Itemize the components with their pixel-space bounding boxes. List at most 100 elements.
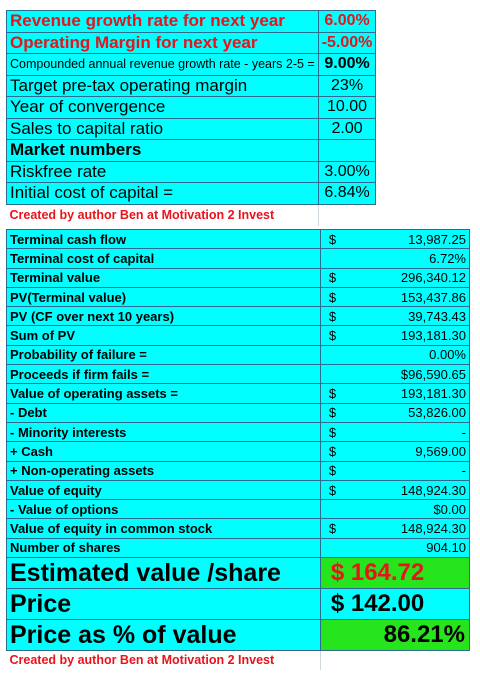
result-row: Sum of PV $193,181.30	[6, 325, 471, 346]
result-value[interactable]: $96,590.65	[360, 364, 471, 385]
assumption-label: Riskfree rate	[6, 160, 319, 183]
currency-symbol	[319, 537, 361, 559]
result-row: PV (CF over next 10 years) $39,743.43	[6, 306, 471, 327]
result-row: - Minority interests $ -	[6, 421, 471, 443]
result-value[interactable]: 153,437.86	[360, 286, 471, 308]
price-label: Price	[6, 588, 321, 621]
result-value[interactable]: 53,826.00	[360, 402, 471, 423]
result-label: Value of equity	[6, 479, 321, 501]
assumption-value-cell[interactable]: 2.00	[317, 117, 377, 140]
result-value[interactable]: 296,340.12	[360, 267, 471, 288]
currency-symbol: $	[319, 421, 361, 443]
estimated-value-value[interactable]: $ 164.72	[319, 557, 471, 590]
assumption-label: Compounded annual revenue growth rate - …	[6, 53, 319, 76]
currency-symbol: $	[319, 286, 361, 308]
result-value[interactable]: 148,924.30	[360, 479, 471, 501]
result-value[interactable]: -	[360, 460, 471, 481]
assumption-row: Year of convergence 10.00	[6, 96, 377, 119]
author-credit-bottom: Created by author Ben at Motivation 2 In…	[6, 650, 321, 670]
assumption-value-cell[interactable]: 23%	[317, 74, 377, 97]
result-row: - Value of options $0.00	[6, 499, 471, 520]
currency-symbol	[319, 499, 361, 520]
price-row: Price $ 142.00	[6, 588, 471, 621]
assumption-value-cell[interactable]: 6.00%	[317, 10, 377, 33]
result-value[interactable]: 13,987.25	[360, 228, 471, 250]
result-label: Terminal value	[6, 267, 321, 288]
result-value[interactable]: 193,181.30	[360, 325, 471, 346]
assumption-row: Sales to capital ratio 2.00	[6, 117, 377, 140]
assumption-value-cell[interactable]: 9.00%	[317, 53, 377, 76]
currency-symbol: $	[319, 383, 361, 404]
result-value[interactable]: 148,924.30	[360, 518, 471, 539]
result-value[interactable]: 0.00%	[360, 344, 471, 366]
result-row: Value of equity in common stock $148,924.…	[6, 518, 471, 539]
valuation-table: Terminal cash flow $13,987.25 Terminal cos…	[6, 228, 471, 670]
price-value[interactable]: $ 142.00	[319, 588, 471, 621]
result-label: Terminal cash flow	[6, 228, 321, 250]
result-value[interactable]: $0.00	[360, 499, 471, 520]
result-value[interactable]: 6.72%	[360, 248, 471, 269]
currency-symbol: $	[319, 325, 361, 346]
currency-symbol: $	[319, 306, 361, 327]
result-label: Value of operating assets =	[6, 383, 321, 404]
result-value[interactable]: 193,181.30	[360, 383, 471, 404]
assumption-row: Initial cost of capital = 6.84%	[6, 182, 377, 205]
result-label: + Non-operating assets	[6, 460, 321, 481]
currency-symbol: $	[319, 460, 361, 481]
result-row: - Debt $53,826.00	[6, 402, 471, 423]
assumption-label: Target pre-tax operating margin	[6, 74, 319, 97]
assumption-row: Compounded annual revenue growth rate - …	[6, 53, 377, 76]
result-value[interactable]: 39,743.43	[360, 306, 471, 327]
assumption-row: Target pre-tax operating margin 23%	[6, 74, 377, 97]
currency-symbol: $	[319, 518, 361, 539]
result-value[interactable]: 9,569.00	[360, 441, 471, 462]
assumption-value-cell[interactable]: 6.84%	[317, 182, 377, 205]
result-row: Proceeds if firm fails = $96,590.65	[6, 364, 471, 385]
assumption-label: Year of convergence	[6, 96, 319, 119]
currency-symbol: $	[319, 479, 361, 501]
assumption-row: Market numbers	[6, 139, 377, 162]
currency-symbol: $	[319, 228, 361, 250]
result-label: Terminal cost of capital	[6, 248, 321, 269]
result-label: Sum of PV	[6, 325, 321, 346]
result-label: PV(Terminal value)	[6, 286, 321, 308]
assumption-row: Operating Margin for next year -5.00%	[6, 31, 377, 54]
result-row: Value of equity $148,924.30	[6, 479, 471, 501]
result-row: Value of operating assets = $193,181.30	[6, 383, 471, 404]
result-row: Terminal cash flow $13,987.25	[6, 228, 471, 250]
result-row: Terminal value $296,340.12	[6, 267, 471, 288]
result-value[interactable]: -	[360, 421, 471, 443]
result-label: Value of equity in common stock	[6, 518, 321, 539]
currency-symbol: $	[319, 441, 361, 462]
estimated-value-row: Estimated value /share $ 164.72	[6, 557, 471, 590]
result-row: Probability of failure = 0.00%	[6, 344, 471, 366]
result-label: - Minority interests	[6, 421, 321, 443]
assumption-value-cell[interactable]	[317, 139, 377, 162]
credit-spacer	[320, 650, 470, 670]
currency-symbol	[319, 248, 361, 269]
result-label: Number of shares	[6, 537, 321, 559]
result-label: - Debt	[6, 402, 321, 423]
result-row: + Non-operating assets $ -	[6, 460, 471, 481]
assumption-label: Operating Margin for next year	[6, 31, 319, 54]
currency-symbol	[319, 344, 361, 366]
result-label: + Cash	[6, 441, 321, 462]
assumption-row: Revenue growth rate for next year 6.00%	[6, 10, 377, 33]
assumption-value-cell[interactable]: 10.00	[317, 96, 377, 119]
price-pct-of-value-label: Price as % of value	[6, 619, 321, 652]
result-row: Number of shares 904.10	[6, 537, 471, 559]
result-value[interactable]: 904.10	[360, 537, 471, 559]
assumption-row: Riskfree rate 3.00%	[6, 160, 377, 183]
estimated-value-label: Estimated value /share	[6, 557, 321, 590]
assumption-value-cell[interactable]: -5.00%	[317, 31, 377, 54]
result-row: Terminal cost of capital 6.72%	[6, 248, 471, 269]
assumption-value-cell[interactable]: 3.00%	[317, 160, 377, 183]
price-pct-of-value-row: Price as % of value 86.21%	[6, 619, 471, 652]
assumptions-table: Revenue growth rate for next year 6.00% Op…	[6, 10, 377, 226]
result-label: - Value of options	[6, 499, 321, 520]
result-label: PV (CF over next 10 years)	[6, 306, 321, 327]
assumption-label: Sales to capital ratio	[6, 117, 319, 140]
price-pct-of-value-value[interactable]: 86.21%	[319, 619, 471, 652]
currency-symbol: $	[319, 267, 361, 288]
currency-symbol: $	[319, 402, 361, 423]
